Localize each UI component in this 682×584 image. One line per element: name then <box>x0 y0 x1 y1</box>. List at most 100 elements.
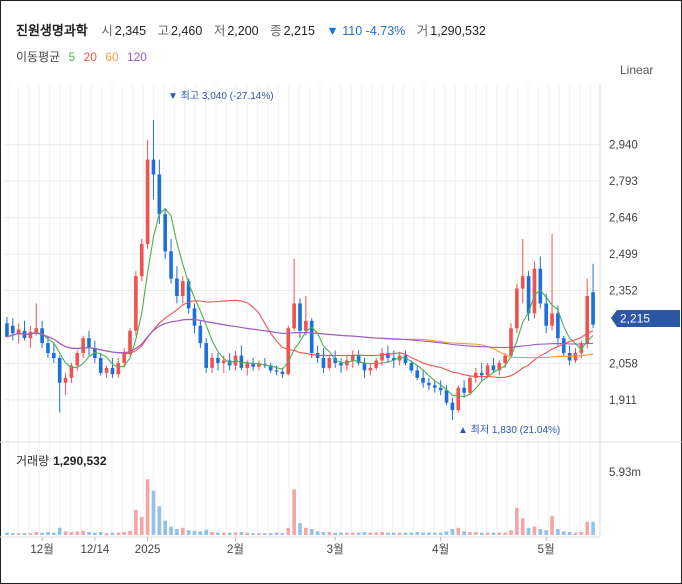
volume-bar <box>309 529 314 535</box>
volume-bar <box>497 532 502 535</box>
volume-bar <box>538 529 543 535</box>
candle-body <box>520 276 525 289</box>
volume-bar <box>567 532 572 535</box>
candle-body <box>57 358 62 383</box>
max-price-annotation: ▼ 최고 3,040 (-27.14%) <box>168 90 274 102</box>
candle-body <box>298 303 302 331</box>
volume-bar <box>409 532 414 535</box>
volume-bar <box>304 527 308 535</box>
volume-bar <box>579 532 584 535</box>
volume-bar <box>98 532 103 535</box>
volume-bar <box>134 509 138 535</box>
volume-bar <box>69 532 74 535</box>
candle-body <box>573 353 578 361</box>
candle-body <box>526 276 531 314</box>
volume-bar <box>368 532 373 535</box>
scale-toggle-button[interactable]: Linear <box>620 63 654 77</box>
y-tick-label: 2,940 <box>609 140 638 152</box>
volume-bar <box>585 521 590 535</box>
candle-body <box>386 353 390 358</box>
volume-bar <box>268 533 273 535</box>
volume-bar <box>116 532 121 535</box>
candle-body <box>280 371 285 375</box>
volume-bar <box>286 527 291 535</box>
candle-body <box>356 355 361 363</box>
volume-panel-value: 1,290,532 <box>53 454 107 468</box>
candle-body <box>444 390 449 403</box>
volume-label: 거 <box>416 24 429 38</box>
candle-body <box>122 353 126 363</box>
volume-bar <box>427 532 431 535</box>
volume-bar <box>169 526 173 535</box>
candle-body <box>268 365 273 371</box>
candle-body <box>491 365 496 371</box>
volume-bar <box>561 531 566 535</box>
ma-5-label: 5 <box>68 50 76 64</box>
candle-body <box>5 323 9 337</box>
candle-body <box>550 313 554 326</box>
grid <box>4 84 600 535</box>
candle-body <box>591 292 595 325</box>
y-tick-label: 2,793 <box>609 176 638 188</box>
candle-body <box>391 358 396 361</box>
candle-body <box>151 159 156 175</box>
volume-bar <box>526 527 531 535</box>
candle-body <box>438 387 443 391</box>
candle-body <box>69 365 74 378</box>
volume-bar <box>515 508 519 535</box>
volume-bar <box>139 517 144 535</box>
volume-bar <box>192 530 197 535</box>
candle-body <box>532 268 537 314</box>
volume-bar <box>315 531 320 535</box>
candle-body <box>585 296 590 344</box>
candle-body <box>304 320 308 331</box>
y-tick-label: 2,352 <box>609 286 638 298</box>
candle-body <box>34 328 39 332</box>
stock-header: 진원생명과학 시 2,345 고 2,460 저 2,200 종 2,215 ▼ 110… <box>16 20 494 39</box>
candle-body <box>169 251 173 279</box>
x-tick-label: 12/14 <box>80 544 109 556</box>
candle-body <box>368 367 373 371</box>
current-price-tag: 2,215 <box>611 310 680 327</box>
volume-bar <box>444 531 449 535</box>
volume-bar <box>93 532 97 535</box>
volume-bars <box>5 479 595 535</box>
candle-body <box>186 281 191 309</box>
volume-bar <box>509 530 513 535</box>
candle-body <box>292 303 296 329</box>
y-tick-label: 2,058 <box>609 358 638 370</box>
candle-body <box>579 343 584 354</box>
volume-bar <box>491 532 496 535</box>
candle-body <box>75 353 80 366</box>
volume-bar <box>362 532 367 535</box>
volume-bar <box>292 489 296 535</box>
volume-bar <box>5 532 9 535</box>
candle-body <box>128 330 132 354</box>
volume-bar <box>520 518 525 535</box>
candle-body <box>403 355 408 363</box>
volume-bar <box>210 532 214 535</box>
volume-bar <box>40 532 44 535</box>
candle-body <box>286 328 291 375</box>
volume-bar <box>532 526 537 535</box>
candle-body <box>221 360 226 363</box>
volume-bar <box>462 531 466 535</box>
current-price-value: 2,215 <box>620 312 650 326</box>
candle-body <box>462 387 466 393</box>
candle-body <box>216 358 220 363</box>
candle-body <box>52 353 56 358</box>
volume-bar <box>157 506 162 535</box>
candle-body <box>497 362 502 371</box>
moving-average-legend[interactable]: 이동평균 5 20 60 120 <box>16 48 152 65</box>
volume-bar <box>391 532 396 535</box>
volume-bar <box>227 532 232 535</box>
candle-body <box>509 328 513 356</box>
candle-body <box>198 325 203 344</box>
candle-body <box>362 362 367 371</box>
volume-bar <box>380 532 384 535</box>
volume-bar <box>245 532 250 535</box>
y-tick-label: 2,646 <box>609 213 638 225</box>
volume-bar <box>415 532 420 535</box>
candle-body <box>456 387 461 411</box>
